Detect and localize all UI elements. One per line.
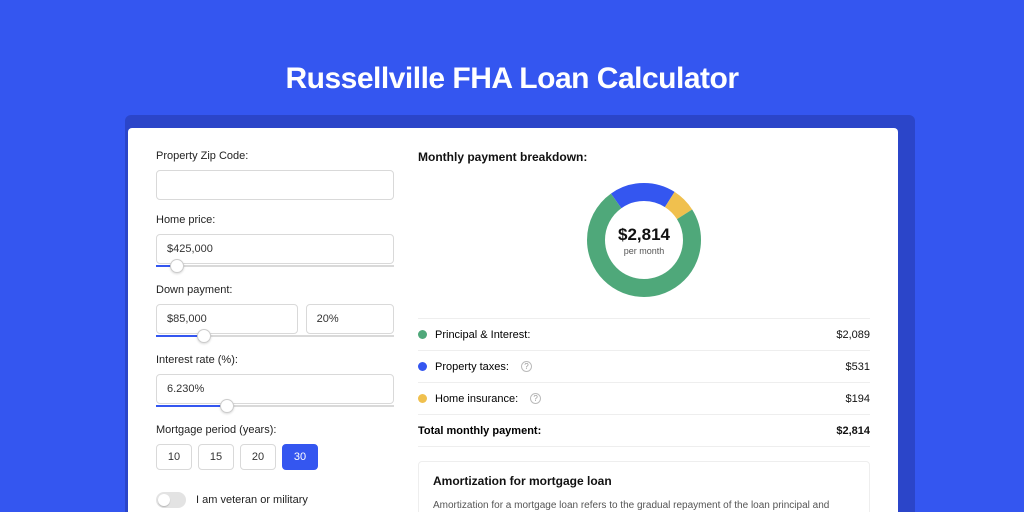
period-field: Mortgage period (years): 10152030 <box>156 424 394 470</box>
period-label: Mortgage period (years): <box>156 424 394 436</box>
interest-rate-label: Interest rate (%): <box>156 354 394 366</box>
breakdown-list: Principal & Interest: $2,089 Property taxe… <box>418 318 870 447</box>
breakdown-label: Property taxes: <box>435 361 509 373</box>
breakdown-title: Monthly payment breakdown: <box>418 150 870 164</box>
home-price-slider[interactable] <box>156 262 394 270</box>
amortization-title: Amortization for mortgage loan <box>433 474 855 488</box>
zip-field: Property Zip Code: <box>156 150 394 200</box>
amortization-block: Amortization for mortgage loan Amortizat… <box>418 461 870 512</box>
period-option-30[interactable]: 30 <box>282 444 318 470</box>
help-icon[interactable]: ? <box>530 393 541 404</box>
zip-label: Property Zip Code: <box>156 150 394 162</box>
period-option-10[interactable]: 10 <box>156 444 192 470</box>
veteran-label: I am veteran or military <box>196 494 308 506</box>
breakdown-value: $194 <box>846 393 870 405</box>
breakdown-value: $2,089 <box>836 329 870 341</box>
legend-dot <box>418 394 427 403</box>
veteran-toggle[interactable] <box>156 492 186 508</box>
home-price-input[interactable] <box>156 234 394 264</box>
period-option-15[interactable]: 15 <box>198 444 234 470</box>
donut-chart: $2,814 per month <box>584 180 704 300</box>
breakdown-column: Monthly payment breakdown: $2,814 per mo… <box>418 150 870 512</box>
home-price-label: Home price: <box>156 214 394 226</box>
donut-chart-area: $2,814 per month <box>418 174 870 318</box>
total-label: Total monthly payment: <box>418 425 541 437</box>
period-option-20[interactable]: 20 <box>240 444 276 470</box>
breakdown-label: Principal & Interest: <box>435 329 530 341</box>
donut-sub: per month <box>624 246 665 256</box>
help-icon[interactable]: ? <box>521 361 532 372</box>
page-background: Russellville FHA Loan Calculator Propert… <box>0 0 1024 512</box>
down-payment-slider[interactable] <box>156 332 394 340</box>
breakdown-row: Principal & Interest: $2,089 <box>418 319 870 351</box>
down-payment-label: Down payment: <box>156 284 394 296</box>
total-value: $2,814 <box>836 425 870 437</box>
donut-center: $2,814 per month <box>584 180 704 300</box>
toggle-knob <box>158 494 170 506</box>
breakdown-value: $531 <box>846 361 870 373</box>
interest-rate-field: Interest rate (%): <box>156 354 394 410</box>
down-payment-field: Down payment: <box>156 284 394 340</box>
calculator-card: Property Zip Code: Home price: Down paym… <box>128 128 898 512</box>
form-column: Property Zip Code: Home price: Down paym… <box>156 150 394 512</box>
amortization-text: Amortization for a mortgage loan refers … <box>433 498 855 512</box>
legend-dot <box>418 362 427 371</box>
donut-amount: $2,814 <box>618 225 670 245</box>
breakdown-row: Home insurance:? $194 <box>418 383 870 415</box>
veteran-row: I am veteran or military <box>156 492 394 508</box>
down-payment-pct-input[interactable] <box>306 304 394 334</box>
breakdown-label: Home insurance: <box>435 393 518 405</box>
breakdown-total-row: Total monthly payment: $2,814 <box>418 415 870 447</box>
legend-dot <box>418 330 427 339</box>
interest-rate-input[interactable] <box>156 374 394 404</box>
interest-rate-slider[interactable] <box>156 402 394 410</box>
zip-input[interactable] <box>156 170 394 200</box>
breakdown-row: Property taxes:? $531 <box>418 351 870 383</box>
home-price-field: Home price: <box>156 214 394 270</box>
down-payment-input[interactable] <box>156 304 298 334</box>
page-title: Russellville FHA Loan Calculator <box>0 62 1024 96</box>
